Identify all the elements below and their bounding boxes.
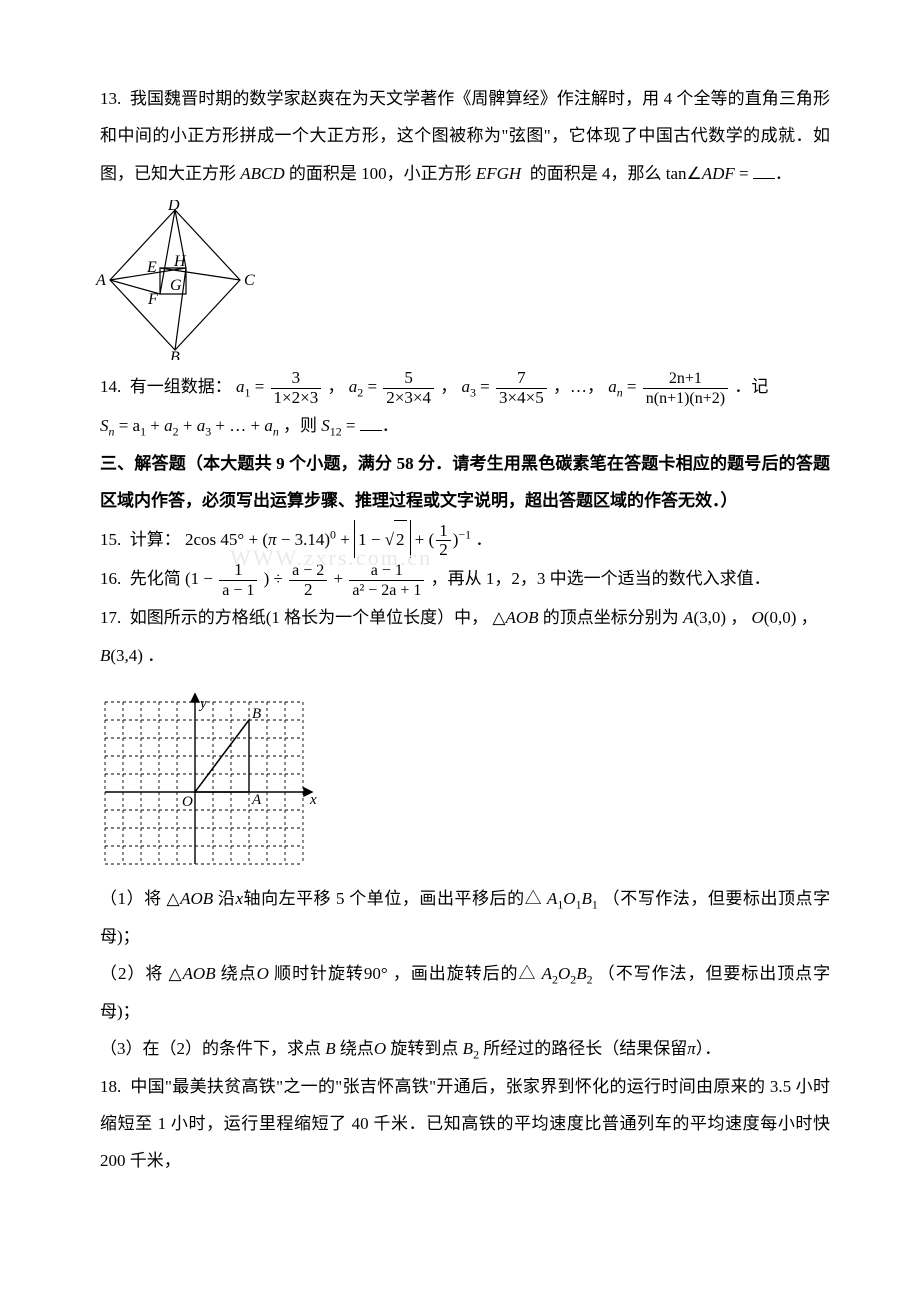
grid-lines	[105, 702, 303, 864]
q16-lead: 先化简	[130, 569, 181, 588]
q13-tan: tan	[666, 164, 687, 183]
section3-title: 三、解答题（本大题共 9 个小题，满分 58 分．请考生用黑色碳素笔在答题卡相应…	[100, 445, 830, 520]
q18-num: 18.	[100, 1077, 121, 1096]
fig-label-F: F	[147, 291, 158, 308]
q15-half: 12	[436, 522, 451, 560]
q13-figure: A B C D E F G H	[90, 200, 260, 360]
q13-period: ．	[775, 164, 792, 183]
q16-frac3: a − 1a² − 2a + 1	[349, 561, 424, 599]
fig-label-C: C	[244, 272, 255, 289]
grid-x-label: x	[309, 792, 317, 808]
grid-O-label: O	[182, 794, 193, 810]
q17-intro: 17. 如图所示的方格纸(1 格长为一个单位长度）中， △AOB 的顶点坐标分别…	[100, 599, 830, 636]
fig-label-H: H	[173, 253, 187, 270]
q16-frac1: 1a − 1	[219, 561, 257, 599]
q13-num: 13.	[100, 89, 121, 108]
q14-frac3: 73×4×5	[496, 369, 547, 407]
q16-num: 16.	[100, 569, 121, 588]
q17-p1: （1）将 △AOB 沿x轴向左平移 5 个单位，画出平移后的△ A1O1B1 （…	[100, 880, 830, 955]
fig-label-E: E	[146, 259, 157, 276]
q14-line1: 14. 有一组数据： a1 = 31×2×3 ， a2 = 52×3×4 ， a…	[100, 368, 830, 407]
q14-eq1: =	[250, 377, 268, 396]
q13-eq: =	[735, 164, 753, 183]
q13-abcd: ABCD	[240, 164, 284, 183]
q14-frac1: 31×2×3	[271, 369, 322, 407]
q17-p3: （3）在（2）的条件下，求点 B 绕点O 旋转到点 B2 所经过的路径长（结果保…	[100, 1030, 830, 1068]
grid-B-label: B	[252, 706, 261, 722]
q14-fracn: 2n+1n(n+1)(n+2)	[643, 369, 728, 407]
q16-para: 16. 先化简 (1 − 1a − 1 ) ÷ a − 22 + a − 1a²…	[100, 560, 830, 599]
q15-num: 15.	[100, 530, 121, 549]
q17-num: 17.	[100, 608, 121, 627]
q14-lead: 有一组数据：	[130, 377, 232, 396]
grid-A-label: A	[251, 792, 262, 808]
q17-p2: （2）将 △AOB 绕点O 顺时针旋转90° ，画出旋转后的△ A2O2B2 （…	[100, 955, 830, 1030]
q13-adf: ADF	[702, 164, 735, 183]
abs-expr: 1 − √2	[354, 520, 410, 558]
q15-lead: 计算：	[130, 530, 181, 549]
grid-y-label: y	[198, 696, 207, 712]
q13-efgh: EFGH	[476, 164, 521, 183]
q18-para: 18. 中国"最美扶贫高铁"之一的"张吉怀高铁"开通后，张家界到怀化的运行时间由…	[100, 1068, 830, 1180]
q13-blank	[753, 161, 775, 179]
q13-area-b: 的面积是 4，那么	[530, 164, 662, 183]
q13-angle: ∠	[687, 164, 702, 183]
fig-label-A: A	[95, 272, 106, 289]
q14-a1: a	[236, 377, 245, 396]
q17-grid: y x O A B	[90, 682, 320, 872]
fig-label-G: G	[170, 277, 182, 294]
q17-intro2: B(3,4) ．	[100, 637, 830, 674]
q15-para: 15. 计算： 2cos 45° + (π − 3.14)0 + 1 − √2 …	[100, 520, 830, 560]
fig-label-B: B	[170, 349, 180, 360]
q14-blank	[360, 413, 382, 431]
q14-num: 14.	[100, 377, 121, 396]
fig-label-D: D	[167, 200, 180, 214]
q16-frac2: a − 22	[289, 561, 327, 599]
q14-frac2: 52×3×4	[383, 369, 434, 407]
q14-line2: Sn = a1 + a2 + a3 + … + an ，则 S12 = ．	[100, 407, 830, 445]
q13-area-a: 的面积是 100，小正方形	[289, 164, 472, 183]
q13-para: 13. 我国魏晋时期的数学家赵爽在为天文学著作《周髀算经》作注解时，用 4 个全…	[100, 80, 830, 192]
q14-S: S	[100, 416, 109, 435]
